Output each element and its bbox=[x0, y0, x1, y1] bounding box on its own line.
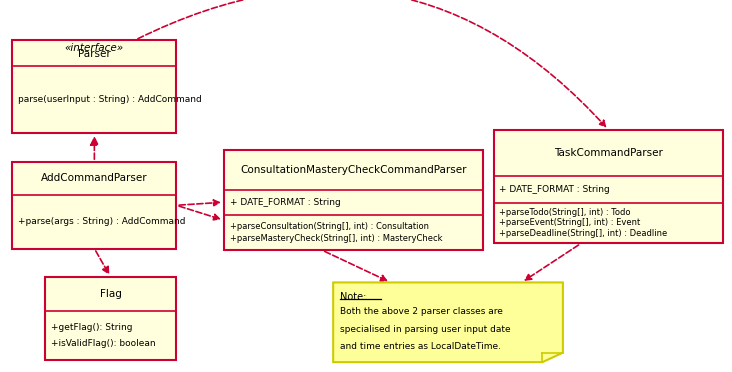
Text: TaskCommandParser: TaskCommandParser bbox=[554, 148, 663, 158]
Text: Note:: Note: bbox=[340, 292, 367, 302]
Text: Flag: Flag bbox=[100, 289, 122, 299]
FancyBboxPatch shape bbox=[224, 150, 482, 250]
FancyBboxPatch shape bbox=[45, 278, 176, 360]
Text: +parseMasteryCheck(String[], int) : MasteryCheck: +parseMasteryCheck(String[], int) : Mast… bbox=[230, 234, 442, 243]
Text: Parser: Parser bbox=[78, 49, 111, 59]
FancyBboxPatch shape bbox=[12, 40, 176, 133]
Polygon shape bbox=[333, 282, 563, 362]
Text: +parseConsultation(String[], int) : Consultation: +parseConsultation(String[], int) : Cons… bbox=[230, 222, 429, 231]
Text: parse(userInput : String) : AddCommand: parse(userInput : String) : AddCommand bbox=[18, 95, 202, 104]
Text: +parse(args : String) : AddCommand: +parse(args : String) : AddCommand bbox=[18, 217, 186, 226]
Text: «interface»: «interface» bbox=[65, 43, 124, 53]
Text: Both the above 2 parser classes are: Both the above 2 parser classes are bbox=[340, 307, 504, 315]
Text: +parseTodo(String[], int) : Todo: +parseTodo(String[], int) : Todo bbox=[499, 208, 631, 217]
Text: ConsultationMasteryCheckCommandParser: ConsultationMasteryCheckCommandParser bbox=[240, 165, 466, 175]
Text: AddCommandParser: AddCommandParser bbox=[41, 173, 148, 183]
FancyBboxPatch shape bbox=[493, 130, 723, 243]
Text: and time entries as LocalDateTime.: and time entries as LocalDateTime. bbox=[340, 343, 501, 352]
Text: specialised in parsing user input date: specialised in parsing user input date bbox=[340, 324, 511, 334]
Text: + DATE_FORMAT : String: + DATE_FORMAT : String bbox=[230, 198, 340, 207]
Text: +parseDeadline(String[], int) : Deadline: +parseDeadline(String[], int) : Deadline bbox=[499, 229, 668, 238]
Text: +getFlag(): String: +getFlag(): String bbox=[51, 323, 132, 332]
Text: + DATE_FORMAT : String: + DATE_FORMAT : String bbox=[499, 185, 610, 194]
FancyBboxPatch shape bbox=[12, 162, 176, 248]
Text: +isValidFlag(): boolean: +isValidFlag(): boolean bbox=[51, 339, 156, 348]
Text: +parseEvent(String[], int) : Event: +parseEvent(String[], int) : Event bbox=[499, 218, 640, 228]
